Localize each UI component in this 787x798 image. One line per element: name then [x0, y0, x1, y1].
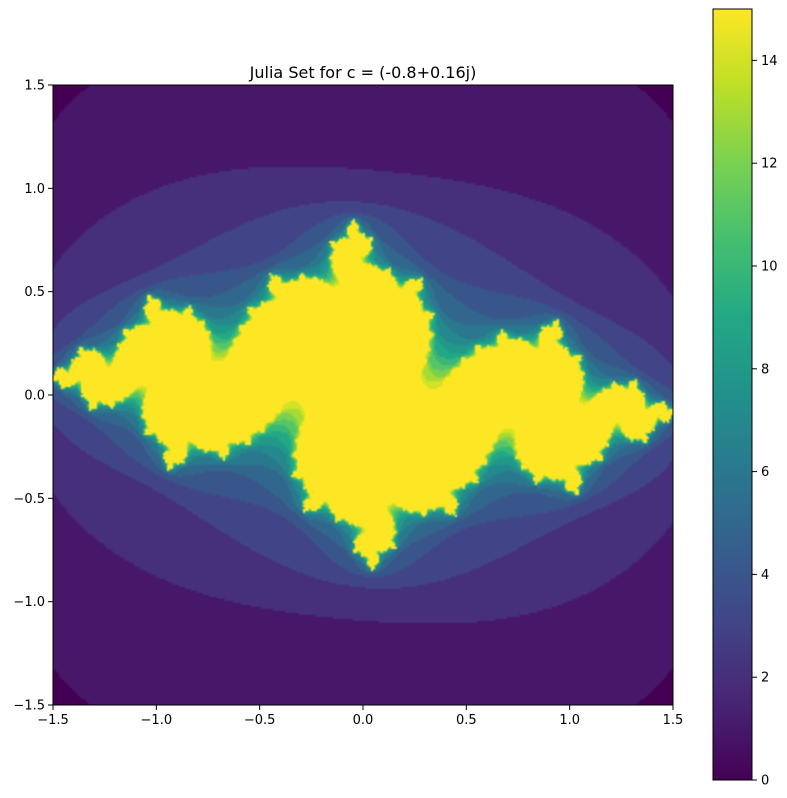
y-tick-label: −1.5: [13, 699, 45, 714]
julia-heatmap: [53, 85, 673, 705]
y-tick-label: 1.0: [24, 182, 45, 197]
y-axis: −1.5 −1.0 −0.5 0.0 0.5 1.0 1.5: [13, 79, 53, 714]
y-tick-label: −1.0: [13, 595, 45, 610]
x-tick-label: 1.5: [663, 713, 684, 728]
x-tick-label: −1.0: [141, 713, 173, 728]
colorbar-axis: 0 2 4 6 8 10 12 14: [752, 54, 778, 789]
y-tick-label: 1.5: [24, 79, 45, 94]
colorbar-tick-label: 2: [761, 671, 769, 686]
colorbar-tick-label: 6: [761, 465, 769, 480]
x-tick-label: −1.5: [37, 713, 69, 728]
y-tick-label: −0.5: [13, 492, 45, 507]
colorbar-frame: [712, 8, 753, 781]
y-tick-label: 0.5: [24, 285, 45, 300]
colorbar-tick-label: 14: [761, 54, 778, 69]
y-tick-label: 0.0: [24, 389, 45, 404]
x-tick-label: 0.5: [456, 713, 477, 728]
x-tick-label: −0.5: [244, 713, 276, 728]
colorbar-tick-label: 4: [761, 568, 769, 583]
colorbar-tick-label: 12: [761, 157, 778, 172]
colorbar-tick-label: 10: [761, 260, 778, 275]
heatmap-container: [53, 85, 673, 705]
chart-title: Julia Set for c = (-0.8+0.16j): [249, 63, 477, 82]
colorbar-tick-label: 0: [761, 774, 769, 789]
x-tick-label: 1.0: [559, 713, 580, 728]
colorbar-tick-label: 8: [761, 362, 769, 377]
x-axis: −1.5 −1.0 −0.5 0.0 0.5 1.0 1.5: [37, 705, 683, 728]
colorbar: [713, 9, 752, 780]
x-tick-label: 0.0: [353, 713, 374, 728]
